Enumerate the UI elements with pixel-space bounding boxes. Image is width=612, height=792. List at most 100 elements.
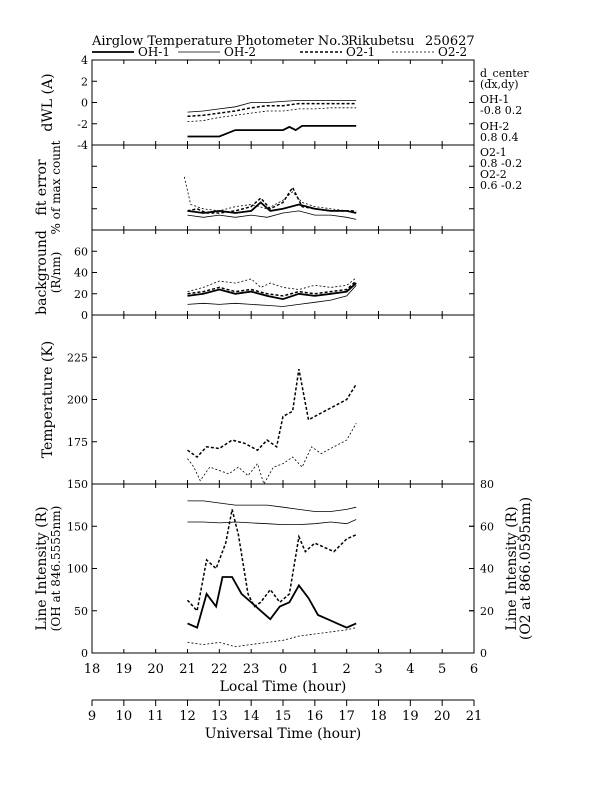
date-code: 250627 <box>425 34 475 49</box>
y-tick-label: 0 <box>81 647 88 660</box>
series-line-fit-error-o2-1 <box>187 185 357 214</box>
x-tick-label-ut: 9 <box>88 709 96 724</box>
x-tick-label-local: 3 <box>374 662 382 677</box>
y-tick-label-right: 40 <box>480 563 494 576</box>
panel-frame <box>91 59 475 146</box>
y-axis-label: dWL (A) <box>40 73 56 131</box>
d-center-values: 0.8 -0.2 <box>480 157 522 170</box>
station-name: Rikubetsu <box>348 34 414 49</box>
x-tick-label-local: 6 <box>470 662 478 677</box>
x-tick-label-local: 2 <box>343 662 351 677</box>
d-center-name: O2-1 <box>480 146 507 159</box>
x-axis-label-local: Local Time (hour) <box>220 679 347 695</box>
d-center-values: 0.8 0.4 <box>480 131 518 144</box>
d-center-subtitle: (dx,dy) <box>480 78 519 91</box>
panel-frame <box>91 144 475 231</box>
series-line-background-oh-1 <box>187 282 357 301</box>
x-tick-label-local: 18 <box>84 662 101 677</box>
y-tick-label-right: 60 <box>480 520 494 533</box>
y-tick-label: 0 <box>81 97 88 110</box>
x-tick-label-ut: 14 <box>243 709 260 724</box>
x-tick-label-local: 4 <box>406 662 414 677</box>
series-line-fit-error-o2-2 <box>183 176 357 214</box>
series-line-temperature-o2-1 <box>187 368 357 458</box>
x-tick-label-ut: 20 <box>434 709 451 724</box>
series-line-background-o2-2 <box>187 277 357 292</box>
series-line-temperature-o2-2 <box>187 423 357 484</box>
x-tick-label-local: 5 <box>438 662 446 677</box>
y-tick-label: 200 <box>67 394 88 407</box>
d-center-name: OH-2 <box>480 120 509 133</box>
x-tick-label-ut: 10 <box>116 709 133 724</box>
y-tick-label: 150 <box>67 478 88 491</box>
y-tick-label: 225 <box>67 351 88 364</box>
x-tick-label-ut: 19 <box>402 709 419 724</box>
legend-label-oh-1: OH-1 <box>138 45 170 59</box>
y-tick-label: 100 <box>67 563 88 576</box>
y-tick-label-right: 80 <box>480 478 494 491</box>
y-tick-label: 175 <box>67 436 88 449</box>
y-axis-label: fit error <box>34 159 50 216</box>
panel-dwl: -4 -2 0 2 4 dWL (A) <box>40 54 475 152</box>
y-tick-label: 150 <box>67 520 88 533</box>
d-center-name: OH-1 <box>480 93 509 106</box>
y-axis-label-right: Line Intensity (R) <box>504 506 520 630</box>
y-tick-label: 4 <box>81 54 88 67</box>
series-line-dwl-oh-1 <box>187 125 357 138</box>
y-axis-label: Line Intensity (R) <box>34 506 50 630</box>
d-center-title: d_center <box>480 67 529 80</box>
x-tick-label-local: 1 <box>311 662 319 677</box>
x-tick-label-local: 20 <box>147 662 164 677</box>
series-line-dwl-o2-1 <box>187 102 357 118</box>
panel-background: 0 20 40 60 background (R/nm) <box>34 229 475 322</box>
x-axis-label-ut: Universal Time (hour) <box>205 726 362 742</box>
panel-frame <box>91 314 475 485</box>
y-axis-label: (R/nm) <box>49 252 63 294</box>
x-tick-label-local: 21 <box>179 662 196 677</box>
y-tick-label: 0 <box>81 309 88 322</box>
panel-fit-error: fit error% of max count <box>34 140 475 235</box>
y-axis-label-right: (O2 at 866.0595nm) <box>518 497 534 640</box>
panel-temperature: 150 175 200 225 Temperature (K) <box>40 314 475 491</box>
x-tick-label-local: 19 <box>116 662 133 677</box>
x-tick-label-ut: 16 <box>307 709 324 724</box>
x-tick-label-ut: 18 <box>370 709 387 724</box>
x-tick-label-local: 22 <box>211 662 228 677</box>
panel-frame <box>91 483 475 654</box>
y-tick-label: 40 <box>74 267 88 280</box>
x-tick-label-ut: 15 <box>275 709 292 724</box>
x-tick-label-ut: 13 <box>211 709 228 724</box>
figure-title: Airglow Temperature Photometer No.3 <box>91 34 349 49</box>
series-line-line-intensity-o2-2 <box>187 500 357 512</box>
y-axis-label: background <box>34 230 50 315</box>
y-tick-label: -4 <box>77 139 88 152</box>
y-tick-label-right: 20 <box>480 605 494 618</box>
y-axis-label: Temperature (K) <box>40 341 56 459</box>
legend-label-o2-1: O2-1 <box>346 45 375 59</box>
series-line-line-intensity-oh-2 <box>187 519 357 525</box>
series-line-dwl-oh-2 <box>187 100 357 113</box>
series-line-background-oh-2 <box>187 285 357 307</box>
d-center-values: 0.6 -0.2 <box>480 179 522 192</box>
x-tick-label-local: 0 <box>279 662 287 677</box>
figure-header: Airglow Temperature Photometer No.3 Riku… <box>91 34 475 49</box>
legend-label-o2-2: O2-2 <box>438 45 467 59</box>
series-line-line-intensity-oh-1 <box>187 576 357 629</box>
x-tick-label-ut: 11 <box>147 709 164 724</box>
y-axis-label: (OH at 846.5555nm) <box>49 506 63 632</box>
y-axis-label: % of max count <box>49 140 63 234</box>
series-line-line-intensity-o2-2 <box>187 627 357 648</box>
y-tick-label-right: 0 <box>480 647 487 660</box>
y-tick-label: 60 <box>74 245 88 258</box>
d-center-name: O2-2 <box>480 168 507 181</box>
y-tick-label: 50 <box>74 605 88 618</box>
legend-label-oh-2: OH-2 <box>224 45 256 59</box>
y-tick-label: -2 <box>77 118 88 131</box>
series-legend: OH-1 OH-2 O2-1 O2-2 <box>92 45 467 59</box>
y-tick-label: 2 <box>81 75 88 88</box>
x-tick-label-ut: 17 <box>338 709 355 724</box>
series-line-line-intensity-o2-1 <box>186 509 357 613</box>
